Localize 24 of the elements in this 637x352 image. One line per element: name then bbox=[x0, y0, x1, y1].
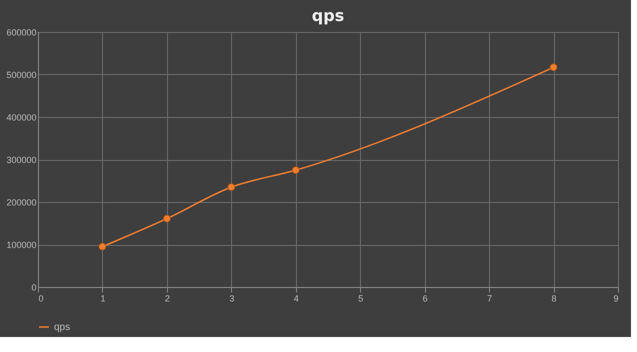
x-tick-label: 4 bbox=[294, 294, 299, 304]
y-tick-label: 400000 bbox=[6, 112, 36, 122]
point bbox=[550, 63, 558, 72]
chart-title: qps bbox=[312, 6, 344, 25]
x-tick-label: 5 bbox=[358, 294, 364, 304]
point bbox=[292, 166, 300, 174]
x-tick-label: 9 bbox=[613, 294, 618, 304]
y-tick-label: 100000 bbox=[6, 240, 36, 250]
y-tick-label: 600000 bbox=[6, 28, 36, 38]
point bbox=[98, 242, 106, 251]
point bbox=[163, 214, 171, 222]
y-tick-label: 0 bbox=[31, 282, 36, 292]
point bbox=[227, 183, 236, 192]
legend-label: qps bbox=[54, 322, 70, 333]
x-tick-label: 2 bbox=[164, 294, 170, 304]
x-tick-label: 6 bbox=[422, 294, 428, 304]
x-tick-label: 1 bbox=[100, 294, 106, 304]
x-tick-label: 7 bbox=[487, 294, 492, 304]
x-tick-label: 3 bbox=[229, 294, 234, 304]
x-tick-label: 8 bbox=[552, 294, 557, 304]
x-tick-label: 0 bbox=[38, 294, 44, 304]
y-tick-label: 500000 bbox=[6, 70, 36, 80]
y-tick-label: 300000 bbox=[6, 155, 36, 165]
y-tick-label: 200000 bbox=[6, 198, 36, 208]
